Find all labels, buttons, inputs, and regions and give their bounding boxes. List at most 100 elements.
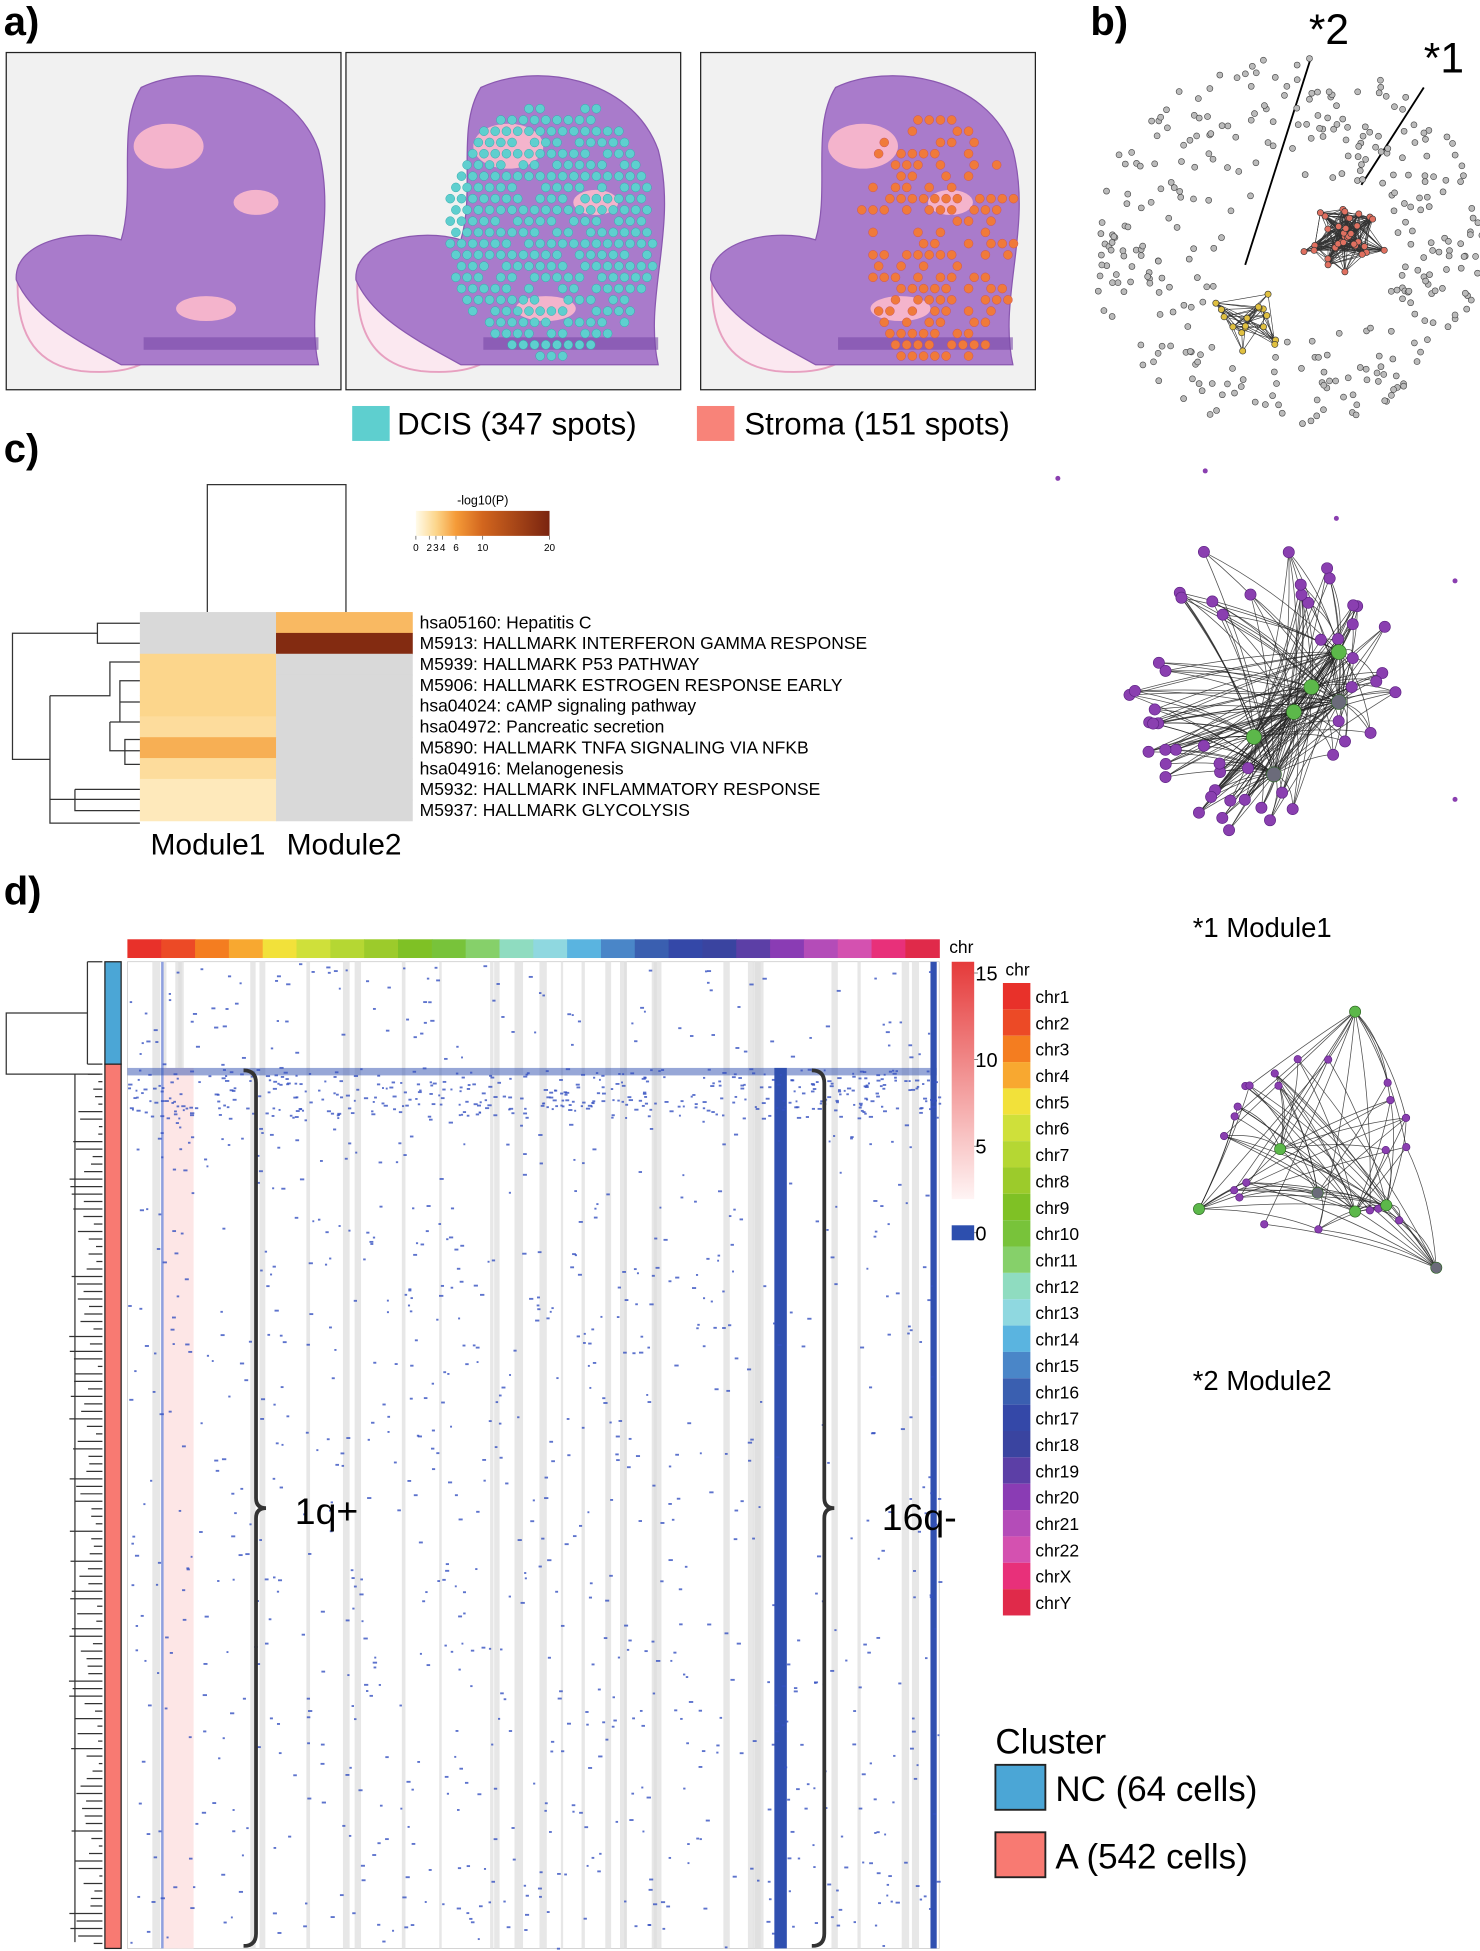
- cnv-dot: [190, 1070, 195, 1073]
- network-node: [1205, 196, 1213, 204]
- cnv-dot: [804, 1807, 808, 1810]
- cnv-dot: [442, 1088, 446, 1091]
- spot: [935, 115, 946, 125]
- cnv-dot: [325, 1231, 329, 1234]
- cnv-dot: [372, 1007, 376, 1010]
- cnv-dot: [909, 1146, 912, 1149]
- cnv-dot: [738, 1077, 742, 1079]
- spot: [597, 227, 607, 238]
- column-label: Module1: [150, 828, 265, 861]
- cnv-dot: [876, 1079, 881, 1082]
- network-node: [1344, 124, 1351, 131]
- cnv-dot: [476, 1361, 479, 1364]
- cnv-dot: [724, 1946, 728, 1949]
- cnv-dot: [632, 1717, 636, 1720]
- spot: [557, 148, 568, 159]
- cnv-dot: [668, 1465, 672, 1468]
- spot: [484, 317, 495, 328]
- network-node: [1398, 272, 1406, 279]
- cnv-dot: [138, 1802, 142, 1805]
- cnv-dot: [274, 1074, 278, 1077]
- cnv-dot: [499, 1456, 503, 1459]
- cnv-dot: [880, 1078, 884, 1081]
- network-edge: [1278, 1085, 1285, 1150]
- cnv-dot: [329, 1530, 333, 1533]
- cnv-dot: [757, 1879, 760, 1882]
- cnv-dot: [836, 1924, 841, 1927]
- cnv-dot: [189, 1114, 195, 1117]
- cnv-dot: [154, 1352, 157, 1355]
- spot: [467, 283, 478, 294]
- spot: [574, 137, 585, 148]
- network-node: [1299, 420, 1306, 427]
- spot: [913, 115, 923, 125]
- cnv-dot: [166, 1117, 171, 1120]
- legend-label: chr12: [1035, 1277, 1079, 1297]
- spot: [918, 238, 929, 249]
- cnv-dot: [520, 1601, 525, 1604]
- cnv-dot: [491, 1259, 496, 1262]
- cnv-dot: [888, 1875, 892, 1878]
- network-node: [1298, 365, 1305, 372]
- cnv-dot: [908, 1080, 911, 1083]
- cnv-dot: [383, 1104, 388, 1107]
- cnv-dot: [785, 1720, 789, 1723]
- cnv-dot: [569, 1123, 574, 1126]
- network-edge: [1327, 246, 1365, 266]
- spot: [456, 171, 467, 181]
- cnv-dot: [347, 1674, 350, 1677]
- cnv-dot: [663, 1238, 668, 1241]
- network-edge: [1154, 705, 1294, 713]
- cnv-dot: [405, 1104, 409, 1107]
- spot: [619, 227, 630, 238]
- cnv-dot: [556, 1947, 561, 1950]
- cnv-dot: [534, 1031, 537, 1034]
- cnv-dot: [160, 1090, 164, 1093]
- cnv-dot: [360, 1578, 363, 1581]
- spot: [467, 238, 478, 249]
- cnv-dot: [431, 1103, 436, 1106]
- cnv-dot: [306, 1343, 310, 1346]
- cnv-column: [651, 961, 657, 1949]
- cnv-dot: [372, 1101, 375, 1103]
- network-node: [1402, 93, 1410, 101]
- network-node: [1108, 313, 1116, 320]
- spot: [896, 148, 906, 159]
- network-node: [1224, 380, 1231, 388]
- spot: [913, 295, 923, 305]
- cnv-dot: [461, 1056, 463, 1059]
- cnv-dot: [525, 1116, 529, 1119]
- cnv-dot: [635, 1303, 638, 1306]
- cnv-dot: [439, 1103, 443, 1106]
- cnv-dot: [938, 1581, 943, 1583]
- cnv-dot: [820, 1100, 824, 1103]
- cnv-column: [560, 961, 564, 1949]
- cnv-dot: [241, 1056, 246, 1059]
- cnv-dot: [771, 1932, 775, 1935]
- cnv-dot: [827, 1096, 832, 1099]
- cnv-dot: [895, 1901, 900, 1904]
- cnv-dot: [886, 1295, 889, 1298]
- network-label: *2 Module2: [1193, 1365, 1332, 1396]
- cnv-dot: [229, 1089, 234, 1092]
- cnv-dot: [577, 1273, 582, 1276]
- cnv-dot: [838, 1908, 843, 1911]
- network-node: [1449, 140, 1456, 147]
- cnv-dot: [463, 1143, 466, 1146]
- network-node: [1375, 89, 1383, 97]
- cnv-dot: [417, 1103, 421, 1106]
- chromosome-bar: [600, 939, 636, 959]
- cnv-dot: [385, 1029, 390, 1032]
- cnv-dot: [732, 1270, 734, 1273]
- spot: [879, 272, 889, 283]
- network-node: [1431, 287, 1439, 295]
- cnv-dot: [776, 1107, 779, 1109]
- legend-label: chr11: [1035, 1251, 1077, 1271]
- cnv-dot: [489, 1074, 493, 1077]
- spot: [930, 306, 940, 316]
- network-node: [1205, 790, 1218, 803]
- cnv-dot: [440, 1284, 445, 1287]
- cnv-dot: [509, 1374, 512, 1376]
- cnv-dot: [688, 1701, 694, 1703]
